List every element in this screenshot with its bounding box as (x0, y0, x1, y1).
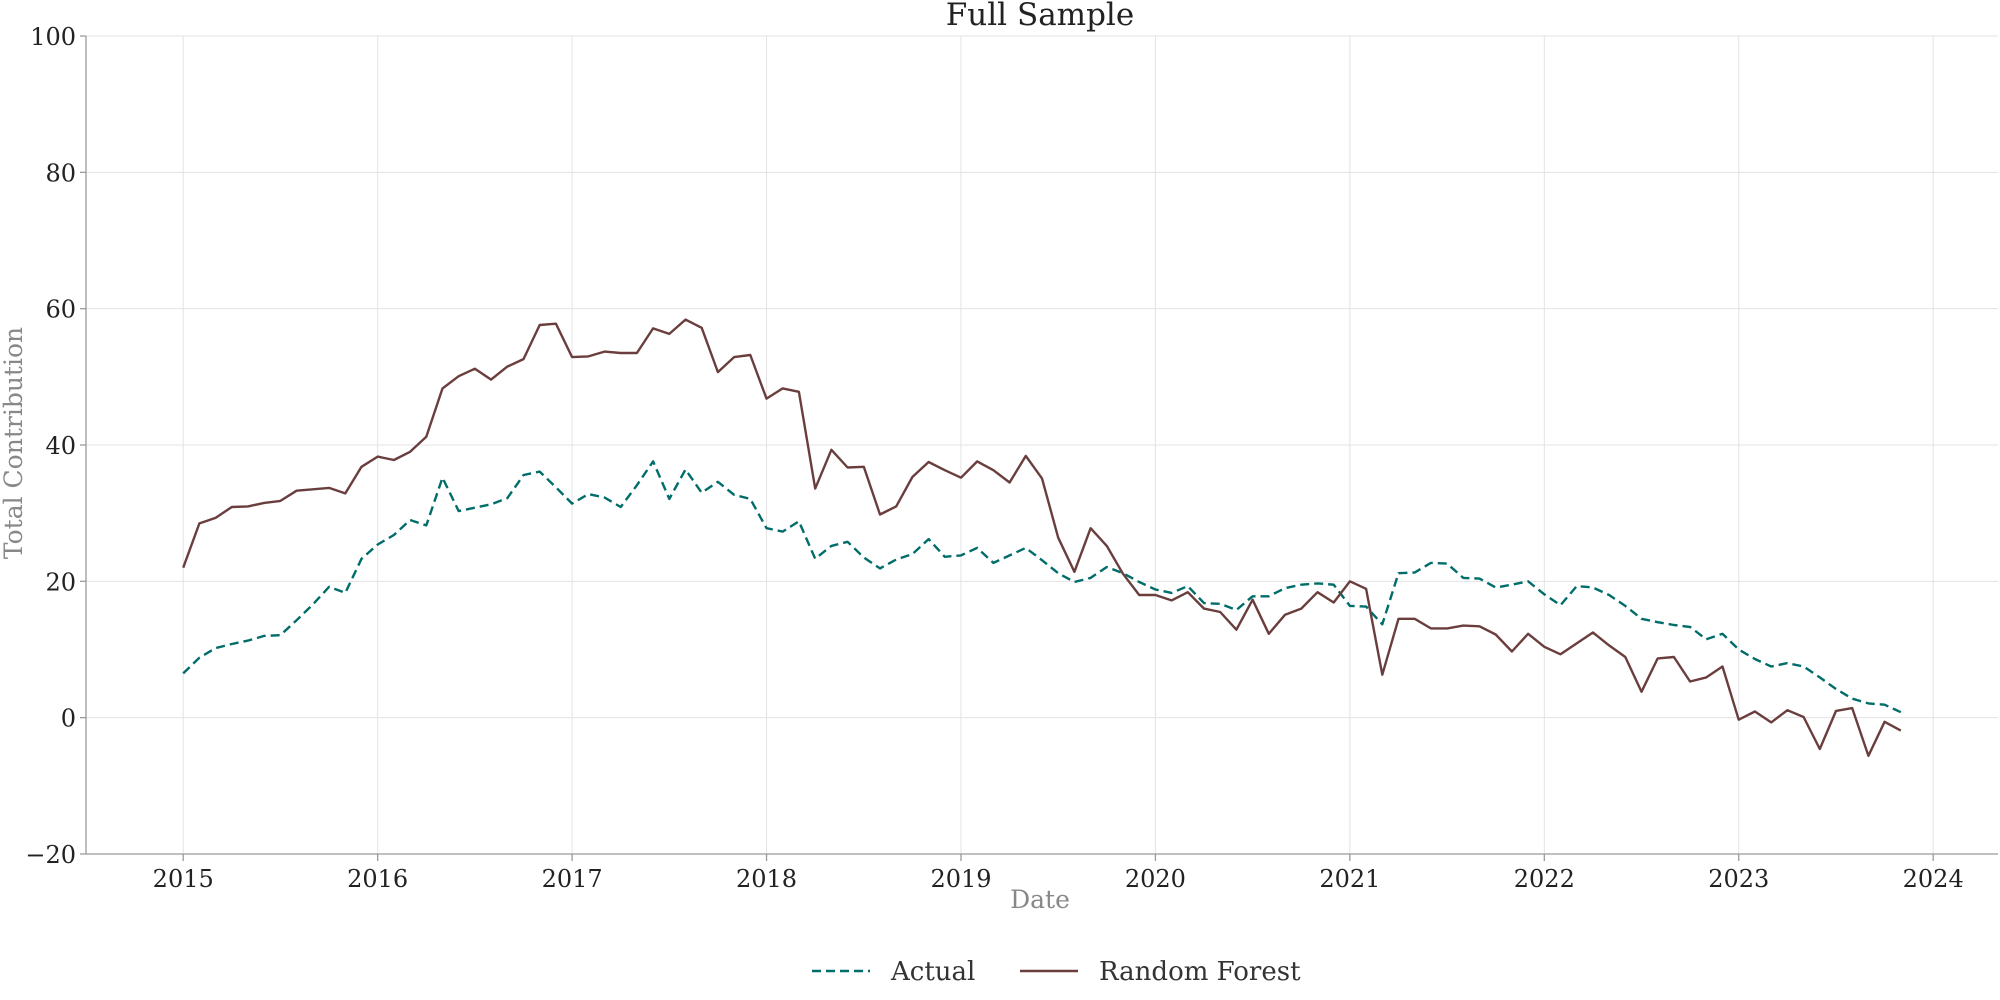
y-tick-label: 40 (45, 432, 76, 460)
y-tick-label: −20 (25, 841, 76, 869)
series-group (182, 318, 1902, 757)
x-tick-label: 2020 (1125, 865, 1186, 893)
x-tick-label: 2021 (1319, 865, 1380, 893)
y-tick-label: 80 (45, 159, 76, 187)
legend-label-random-forest: Random Forest (1099, 957, 1301, 987)
x-tick-label: 2022 (1514, 865, 1575, 893)
x-tick-label: 2019 (930, 865, 991, 893)
y-tick-label: 0 (61, 705, 76, 733)
x-axis-label: Date (1010, 885, 1070, 914)
y-axis-label: Total Contribution (0, 327, 28, 559)
y-tick-label: 60 (45, 296, 76, 324)
x-tick-label: 2017 (542, 865, 603, 893)
x-tick-label: 2016 (347, 865, 408, 893)
legend-label-actual: Actual (890, 957, 975, 987)
x-tick-label: 2024 (1903, 865, 1964, 893)
x-tick-label: 2023 (1708, 865, 1769, 893)
y-tick-label: 20 (45, 568, 76, 596)
chart-title: Full Sample (946, 0, 1134, 33)
axes: −20 0 20 40 60 80 100 2015 2016 2017 2018 2019 2020 2… (25, 23, 1998, 893)
grid (86, 35, 1998, 855)
series-line-random-forest (182, 318, 1902, 757)
x-tick-label: 2018 (736, 865, 797, 893)
series-line-actual (182, 460, 1902, 714)
legend: Actual Random Forest (812, 957, 1301, 987)
x-tick-label: 2015 (153, 865, 214, 893)
y-tick-label: 100 (30, 23, 76, 51)
